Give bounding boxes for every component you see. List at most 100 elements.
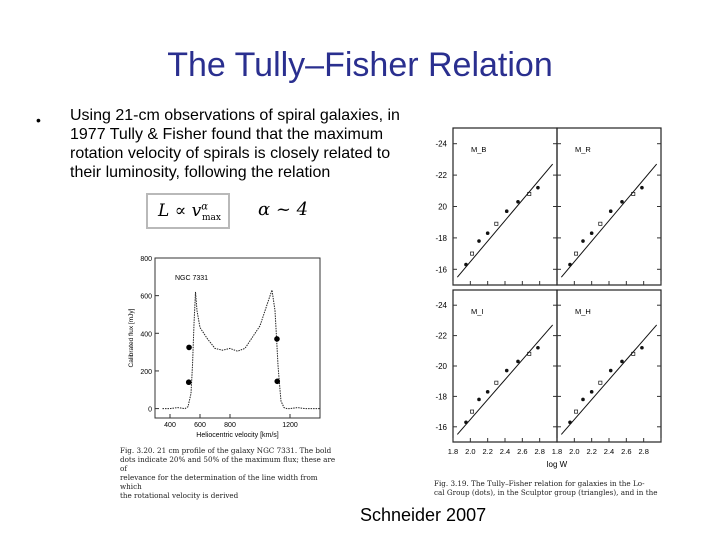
data-point-square [470,251,475,256]
alpha-relation: α ~ 4 [258,199,309,220]
x-tick-label: 2.0 [569,447,579,456]
data-point-square [631,351,636,356]
highlight-point [185,379,192,386]
x-tick-label: 1.8 [552,447,562,456]
y-tick-label: 20 [438,203,447,212]
y-axis-label: Calibrated flux [mJy] [128,308,135,367]
data-point [485,390,490,394]
fit-line [456,324,554,435]
y-tick-label: -22 [435,332,447,341]
data-point [536,185,540,190]
caption-line: relevance for the determination of the l… [120,473,318,491]
panel-label: M_H [575,307,591,316]
data-point-square [631,191,636,196]
highlight-point [274,336,280,342]
y-tick-label: -22 [435,171,447,180]
y-tick-label: -16 [435,265,447,274]
panel-label: M_I [471,307,484,316]
data-point-square [574,251,579,256]
panel-frame [452,127,558,286]
x-tick-label: 1.8 [448,447,458,456]
y-tick-label: 200 [140,369,152,376]
caption-line: dots indicate 20% and 50% of the maximum… [120,455,336,473]
data-point-square [527,351,532,356]
caption-line: the rotational velocity is derived [120,491,239,500]
highlight-point [274,378,281,385]
fit-line [560,163,658,278]
profile-line [162,289,320,410]
caption-line: Fig. 3.20. 21 cm profile of the galaxy N… [120,446,332,455]
data-point-square [494,380,499,385]
y-tick-label: 400 [140,331,152,338]
data-point [536,345,540,350]
y-tick-label: -18 [435,234,447,243]
y-tick-label: -20 [435,362,447,371]
x-tick-label: 2.6 [621,447,631,456]
x-tick-label: 2.2 [586,447,596,456]
formula-box: L ∝ vαmax [146,193,230,229]
x-tick-label: 2.6 [517,447,527,456]
x-tick-label: 2.4 [604,447,614,456]
y-tick-label: -24 [435,301,447,310]
formula: L ∝ vαmax [158,201,221,224]
data-point [504,368,509,373]
data-point [620,199,624,204]
data-point [589,231,594,235]
data-point [464,420,468,425]
data-point-square [470,409,475,414]
data-point [477,397,481,402]
x-tick-label: 400 [164,422,176,429]
data-point [581,397,585,402]
x-axis-label: Heliocentric velocity [km/s] [196,432,279,439]
fit-line [560,324,658,435]
bullet-marker: • [36,112,41,128]
data-point [608,209,613,214]
bullet-text: Using 21-cm observations of spiral galax… [70,107,400,181]
y-tick-label: 600 [140,294,152,301]
panel-label: M_R [575,145,591,154]
panel-label: M_B [471,145,486,154]
data-point [516,359,520,364]
panel-frame [556,289,662,443]
data-point-square [598,221,603,226]
data-point [581,239,585,243]
x-tick-label: 800 [224,422,236,429]
data-point [516,199,520,204]
caption-line: cal Group (dots), in the Sculptor group … [434,488,658,497]
data-point [620,359,624,364]
data-point [568,420,572,425]
x-tick-label: 2.8 [638,447,648,456]
slide-title: The Tully–Fisher Relation [167,46,553,84]
x-tick-label: 2.8 [534,447,544,456]
data-point [608,368,613,373]
panel-frame [556,127,662,286]
x-tick-label: 2.2 [482,447,492,456]
y-tick-label: -16 [435,423,447,432]
left-figure-caption: Fig. 3.20. 21 cm profile of the galaxy N… [120,446,340,500]
panel-frame [452,289,558,443]
data-point [464,262,468,267]
y-tick-label: -18 [435,392,447,401]
data-point [640,345,644,350]
data-point [477,239,481,243]
fit-line [456,163,554,278]
data-point [504,209,509,214]
data-point-square [494,221,499,226]
data-point [640,185,644,190]
x-tick-label: 2.0 [465,447,475,456]
data-point-square [527,191,532,196]
caption-line: Fig. 3.19. The Tully–Fisher relation for… [434,479,645,488]
y-tick-label: -24 [435,140,447,149]
data-point-square [574,409,579,414]
y-tick-label: 800 [140,256,152,263]
data-point [589,390,594,394]
data-point [485,231,490,235]
x-tick-label: 600 [194,422,206,429]
credit-text: Schneider 2007 [360,505,487,525]
profile-annotation: NGC 7331 [175,275,208,282]
data-point [568,262,572,267]
x-tick-label: 1200 [282,422,298,429]
highlight-point [186,344,192,351]
